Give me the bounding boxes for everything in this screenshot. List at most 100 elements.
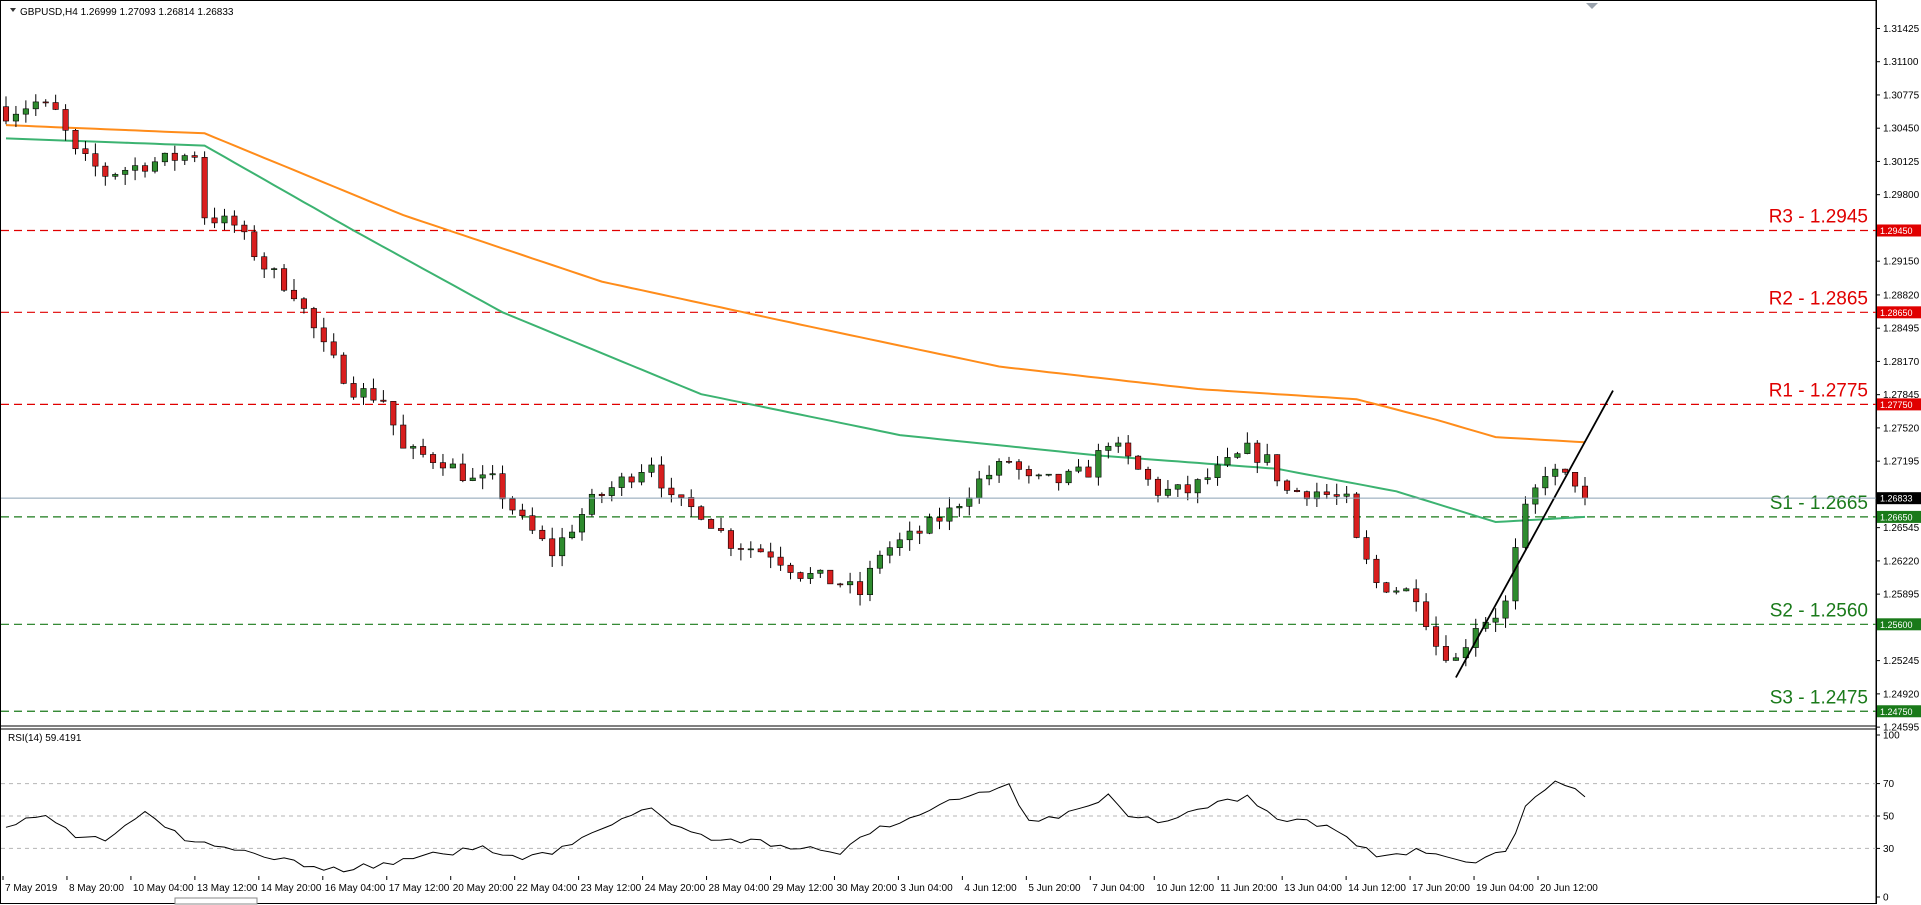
candle <box>370 378 377 403</box>
candle <box>717 517 725 533</box>
dropdown-icon[interactable] <box>10 8 16 12</box>
candle <box>310 306 317 339</box>
candle <box>1204 468 1211 485</box>
candle <box>519 503 526 520</box>
x-tick-label: 5 Jun 20:00 <box>1028 883 1081 894</box>
candle-bull <box>132 165 139 171</box>
y-tick-label: 1.30450 <box>1883 124 1920 135</box>
price-axis-ticks: 1.31425 1.31100 1.30775 1.30450 1.30125 1.298… <box>1876 24 1920 734</box>
candle <box>62 104 69 141</box>
candle-bull <box>569 531 576 539</box>
candle <box>350 376 357 400</box>
candle-bear <box>400 424 407 449</box>
level-badge-s1 <box>1877 510 1921 523</box>
x-tick-label: 17 May 12:00 <box>389 883 450 894</box>
candle <box>1383 581 1390 594</box>
candle-bear <box>857 581 864 595</box>
y-tick-label: 1.31100 <box>1883 57 1919 68</box>
candle-bear <box>1323 491 1330 495</box>
y-tick-label: 1.27520 <box>1883 423 1920 434</box>
candle-bull <box>946 507 953 522</box>
candle-bull <box>410 446 417 449</box>
candle-bull <box>1174 484 1181 490</box>
candle <box>1055 473 1062 491</box>
candle <box>122 166 129 185</box>
candle-bear <box>936 517 943 522</box>
candle <box>529 507 536 535</box>
level-badge-text: 1.27750 <box>1880 400 1913 410</box>
candle-bull <box>1035 474 1042 477</box>
candle-bear <box>767 551 774 558</box>
level-badge-text: 1.29450 <box>1880 226 1913 236</box>
candle <box>151 157 158 174</box>
candle-bear <box>1293 490 1301 492</box>
candle-bear <box>1442 646 1449 661</box>
candle-bull <box>588 493 595 515</box>
candle-bear <box>350 383 357 398</box>
candle-bull <box>151 161 158 172</box>
candle <box>688 489 695 517</box>
candle-bear <box>688 497 695 508</box>
candle <box>638 464 645 486</box>
candle-bear <box>1015 461 1022 470</box>
candle <box>1184 475 1191 501</box>
candle-bear <box>281 268 288 291</box>
candle <box>787 562 794 580</box>
candle <box>231 210 238 233</box>
level-badge-text: 1.25600 <box>1880 620 1913 630</box>
candle <box>201 151 208 225</box>
x-tick-label: 13 Jun 04:00 <box>1284 883 1342 894</box>
candle-bear <box>1581 485 1589 499</box>
candle-bear <box>1373 558 1380 583</box>
candle <box>986 465 993 486</box>
candle <box>1363 530 1370 565</box>
candle <box>896 532 903 556</box>
candle <box>1502 595 1509 628</box>
x-tick-label: 11 Jun 20:00 <box>1220 883 1278 894</box>
candle-bear <box>678 494 685 498</box>
trendline[interactable] <box>1455 390 1614 678</box>
candle-bull <box>1313 491 1320 500</box>
candle-bear <box>1125 442 1132 457</box>
current-price-text: 1.26833 <box>1880 494 1913 504</box>
candle-bull <box>1264 454 1271 463</box>
candle-bear <box>52 102 59 110</box>
candle <box>727 528 734 557</box>
x-tick-label: 28 May 04:00 <box>709 883 770 894</box>
candle <box>876 550 883 574</box>
candle <box>161 152 168 166</box>
candle-bear <box>310 308 317 329</box>
candlesticks <box>2 94 1589 667</box>
candle-bear <box>72 129 79 150</box>
candle-bear <box>261 256 268 270</box>
chart-shift-marker-icon[interactable] <box>1586 3 1598 9</box>
trendline-group <box>1455 390 1614 678</box>
candle <box>22 100 29 123</box>
candle <box>628 473 635 489</box>
candle-bull <box>1065 470 1072 484</box>
candle <box>1542 466 1549 496</box>
candle <box>499 465 506 509</box>
y-tick-label: 1.28820 <box>1883 290 1920 301</box>
candle <box>281 264 288 292</box>
x-tick-label: 20 May 20:00 <box>453 883 514 894</box>
candle-bull <box>956 506 963 509</box>
candle <box>698 505 705 521</box>
candle-bull <box>1512 547 1519 602</box>
candle-bear <box>201 157 208 219</box>
candle <box>1254 440 1261 474</box>
candle-bear <box>380 399 387 402</box>
candle-bull <box>1452 657 1459 661</box>
y-tick-label: 1.26545 <box>1883 523 1920 534</box>
candle-bull <box>1045 473 1052 476</box>
candle-bear <box>727 530 734 549</box>
candle <box>400 414 407 449</box>
level-badge-r1 <box>1877 398 1921 411</box>
candle-bull <box>1214 464 1221 478</box>
candle-bull <box>1343 493 1350 497</box>
candle <box>1125 435 1132 465</box>
scroll-tab[interactable] <box>174 897 258 905</box>
candle <box>82 140 89 161</box>
candle-bear <box>628 476 635 483</box>
y-tick-label: 1.28170 <box>1883 357 1920 368</box>
